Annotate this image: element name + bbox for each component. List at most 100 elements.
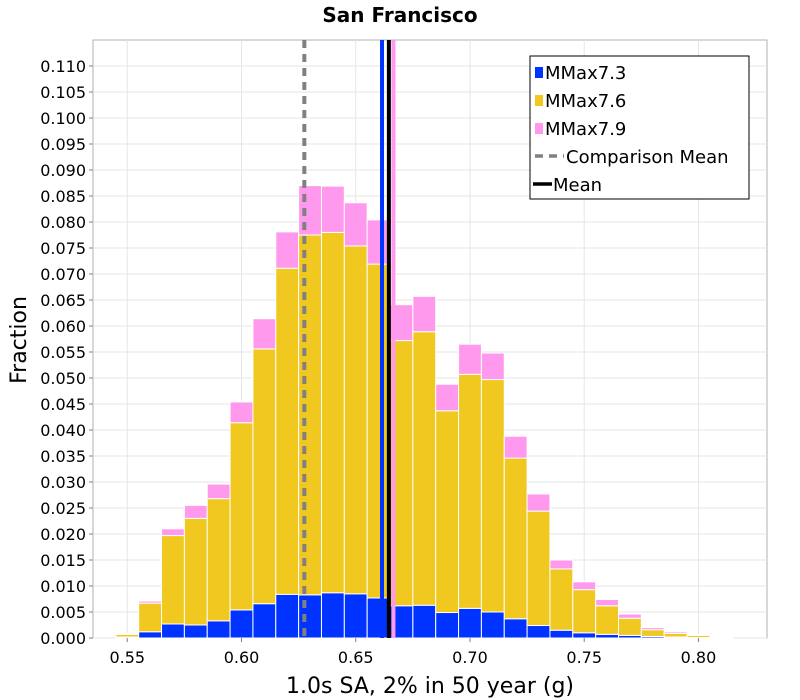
bar-mmax7-6 bbox=[480, 379, 505, 613]
bar-mmax7-9 bbox=[412, 295, 437, 333]
y-tick-label: 0.095 bbox=[40, 135, 86, 154]
bar-mmax7-3 bbox=[183, 624, 208, 639]
bar-mmax7-6 bbox=[640, 629, 665, 637]
bar-mmax7-9 bbox=[709, 635, 734, 637]
x-tick-label: 0.75 bbox=[566, 648, 602, 667]
y-tick-label: 0.000 bbox=[40, 629, 86, 648]
bar-mmax7-9 bbox=[640, 627, 665, 631]
y-tick-label: 0.110 bbox=[40, 57, 86, 76]
bar-mmax7-6 bbox=[617, 617, 642, 636]
x-tick-label: 0.70 bbox=[452, 648, 488, 667]
y-tick-label: 0.050 bbox=[40, 369, 86, 388]
bar-mmax7-3 bbox=[572, 632, 597, 639]
y-tick-label: 0.005 bbox=[40, 603, 86, 622]
y-tick-label: 0.055 bbox=[40, 343, 86, 362]
legend-label-mmax7-9: MMax7.9 bbox=[545, 119, 626, 140]
bar-mmax7-3 bbox=[252, 603, 277, 639]
y-axis: 0.000 0.005 0.010 0.015 0.020 0.025 0.030 0.035… bbox=[40, 57, 93, 648]
mean-lines bbox=[302, 40, 396, 638]
bar-mmax7-3 bbox=[320, 592, 345, 639]
y-tick-label: 0.045 bbox=[40, 395, 86, 414]
y-tick-label: 0.100 bbox=[40, 109, 86, 128]
bar-mmax7-3 bbox=[503, 618, 528, 639]
y-tick-label: 0.085 bbox=[40, 187, 86, 206]
bar-mmax7-9 bbox=[503, 435, 528, 459]
bar-mmax7-6 bbox=[183, 517, 208, 626]
bar-mmax7-6 bbox=[320, 231, 345, 594]
bar-mmax7-3 bbox=[435, 612, 460, 639]
bar-mmax7-9 bbox=[183, 504, 208, 519]
bar-mmax7-3 bbox=[275, 593, 300, 639]
bar-mmax7-9 bbox=[298, 185, 322, 236]
bar-mmax7-6 bbox=[572, 589, 597, 634]
bar-mmax7-9 bbox=[138, 600, 163, 604]
y-tick-label: 0.090 bbox=[40, 161, 86, 180]
legend-swatch-mmax7-9 bbox=[535, 123, 543, 134]
x-tick-label: 0.65 bbox=[338, 648, 374, 667]
bar-mmax7-3 bbox=[458, 607, 482, 639]
bar-mmax7-3 bbox=[161, 623, 185, 639]
legend-label-mmax7-3: MMax7.3 bbox=[545, 63, 626, 84]
bar-mmax7-6 bbox=[663, 632, 688, 638]
bar-mmax7-9 bbox=[229, 401, 254, 424]
bar-mmax7-6 bbox=[206, 498, 231, 622]
bar-mmax7-3 bbox=[138, 631, 163, 639]
bar-mmax7-9 bbox=[480, 352, 505, 381]
bar-mmax7-9 bbox=[595, 599, 619, 607]
bar-mmax7-9 bbox=[252, 318, 277, 350]
y-tick-label: 0.070 bbox=[40, 265, 86, 284]
x-tick-label: 0.60 bbox=[224, 648, 260, 667]
y-tick-label: 0.105 bbox=[40, 83, 86, 102]
bar-mmax7-9 bbox=[686, 633, 711, 636]
bar-mmax7-3 bbox=[229, 609, 254, 639]
bar-mmax7-6 bbox=[526, 510, 551, 627]
bars bbox=[115, 185, 734, 639]
y-tick-label: 0.035 bbox=[40, 447, 86, 466]
bar-mmax7-6 bbox=[229, 422, 254, 611]
x-tick-label: 0.55 bbox=[109, 648, 145, 667]
y-tick-label: 0.080 bbox=[40, 213, 86, 232]
y-tick-label: 0.030 bbox=[40, 473, 86, 492]
y-tick-label: 0.075 bbox=[40, 239, 86, 258]
bar-mmax7-9 bbox=[275, 231, 300, 269]
y-tick-label: 0.010 bbox=[40, 577, 86, 596]
bar-mmax7-9 bbox=[458, 343, 482, 375]
bar-mmax7-6 bbox=[252, 348, 277, 605]
bar-mmax7-9 bbox=[526, 493, 551, 512]
bar-mmax7-3 bbox=[298, 594, 322, 639]
bar-mmax7-3 bbox=[366, 597, 391, 639]
bar-mmax7-6 bbox=[435, 410, 460, 614]
x-axis: 0.55 0.60 0.65 0.70 0.75 0.80 bbox=[109, 638, 716, 667]
bar-mmax7-9 bbox=[572, 581, 597, 591]
y-tick-label: 0.040 bbox=[40, 421, 86, 440]
bar-mmax7-9 bbox=[320, 185, 345, 233]
x-tick-label: 0.80 bbox=[681, 648, 717, 667]
legend-label-comparison-mean: Comparison Mean bbox=[566, 147, 729, 168]
legend-box bbox=[529, 55, 750, 200]
bar-mmax7-3 bbox=[412, 604, 437, 639]
y-tick-label: 0.065 bbox=[40, 291, 86, 310]
bar-mmax7-6 bbox=[275, 267, 300, 595]
bar-mmax7-9 bbox=[549, 559, 574, 570]
bar-mmax7-6 bbox=[161, 535, 185, 625]
bar-mmax7-9 bbox=[206, 483, 231, 500]
bar-mmax7-6 bbox=[458, 373, 482, 609]
bar-mmax7-9 bbox=[663, 631, 688, 634]
bar-mmax7-6 bbox=[549, 568, 574, 631]
y-tick-label: 0.020 bbox=[40, 525, 86, 544]
bar-mmax7-9 bbox=[435, 383, 460, 412]
bar-mmax7-3 bbox=[480, 611, 505, 639]
legend-swatch-mmax7-6 bbox=[535, 95, 543, 106]
bar-mmax7-6 bbox=[298, 234, 322, 596]
bar-mmax7-3 bbox=[206, 620, 231, 639]
bar-mmax7-3 bbox=[526, 625, 551, 639]
x-axis-title: 1.0s SA, 2% in 50 year (g) bbox=[286, 674, 574, 699]
y-tick-label: 0.060 bbox=[40, 317, 86, 336]
bar-mmax7-6 bbox=[595, 605, 619, 635]
bar-mmax7-6 bbox=[366, 263, 391, 599]
bar-mmax7-6 bbox=[412, 331, 437, 606]
chart-title: San Francisco bbox=[322, 3, 477, 27]
legend-swatch-mmax7-3 bbox=[535, 67, 543, 78]
legend-label-mmax7-6: MMax7.6 bbox=[545, 91, 626, 112]
